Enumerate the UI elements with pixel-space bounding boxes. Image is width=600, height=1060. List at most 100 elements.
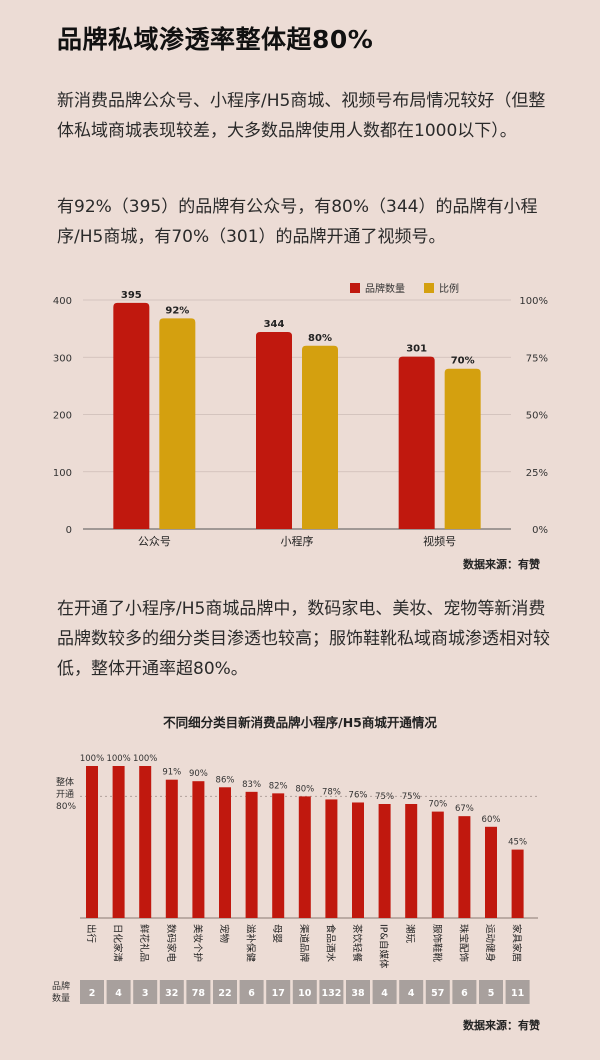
category-paragraph: 在开通了小程序/H5商城品牌中，数码家电、美妆、宠物等新消费品牌数较多的细分类目… [57, 599, 550, 679]
data-label: 344 [264, 319, 285, 330]
data-label: 100% [106, 754, 130, 764]
data-label: 90% [189, 769, 208, 779]
category-bar [298, 796, 311, 918]
brand-count-value: 57 [431, 988, 444, 999]
brand-count-box [266, 980, 291, 1004]
x-tick-label: IP&自媒体 [378, 924, 390, 969]
category-bar [511, 849, 524, 918]
legend-label: 品牌数量 [365, 282, 405, 295]
brand-count-box [425, 980, 450, 1004]
x-tick-label: 渠道品牌 [298, 924, 310, 963]
y-tick-label-left: 400 [53, 296, 72, 307]
x-tick-label: 食品酒水 [324, 924, 336, 963]
legend-swatch [350, 283, 360, 293]
category-bar [485, 826, 497, 918]
category-bar [165, 779, 178, 918]
brand-count-box [186, 980, 211, 1004]
brand-count-value: 3 [142, 988, 149, 999]
x-tick-label: 美妆个护 [191, 924, 203, 962]
bar-brand-count [398, 356, 435, 529]
legend-swatch [424, 283, 434, 293]
x-tick-label: 母婴 [271, 924, 282, 943]
y-tick-label-left: 200 [53, 411, 72, 422]
data-label: 100% [80, 754, 104, 764]
brand-count-box [505, 980, 530, 1004]
brand-count-box [452, 980, 477, 1004]
y-tick-label-right: 0% [532, 525, 548, 536]
category-bar [378, 804, 391, 918]
reference-label: 开通 [56, 789, 74, 800]
brand-count-box [346, 980, 370, 1004]
x-tick-label: 小程序 [281, 534, 314, 548]
y-tick-label-left: 0 [66, 525, 72, 536]
data-label: 45% [508, 838, 527, 848]
data-label: 76% [349, 790, 368, 800]
brand-count-value: 10 [298, 988, 312, 999]
brand-count-value: 132 [321, 988, 341, 999]
data-label: 80% [308, 333, 332, 344]
category-bar [352, 802, 364, 918]
chart-title: 不同细分类目新消费品牌小程序/H5商城开通情况 [163, 715, 437, 730]
data-label: 82% [269, 781, 288, 791]
y-tick-label-left: 100 [53, 468, 72, 479]
y-tick-label-right: 50% [526, 411, 548, 422]
category-bar [272, 793, 285, 918]
category-bar [86, 766, 98, 918]
brand-count-box [159, 980, 184, 1004]
data-label: 395 [121, 290, 142, 301]
y-tick-label-right: 75% [526, 353, 548, 364]
bar-brand-count [256, 332, 292, 529]
x-tick-label: 茶饮轻餐 [351, 924, 363, 963]
brand-count-value: 5 [488, 988, 495, 999]
brand-count-box [106, 980, 131, 1004]
bar-brand-count [113, 302, 150, 529]
data-label: 86% [216, 775, 235, 785]
x-tick-label: 鲜花礼品 [138, 924, 150, 962]
bar-ratio [159, 318, 196, 529]
data-label: 78% [322, 787, 341, 797]
bar-ratio [444, 368, 481, 529]
brand-count-box [80, 980, 104, 1004]
brand-count-label: 数量 [52, 992, 70, 1004]
x-tick-label: 视频号 [423, 534, 456, 548]
x-tick-label: 数码家电 [165, 924, 177, 963]
category-bar [458, 816, 471, 918]
reference-label: 80% [56, 802, 76, 812]
chart2-source: 数据来源：有赞 [463, 1019, 540, 1032]
y-tick-label-right: 100% [519, 296, 548, 307]
brand-count-value: 4 [381, 988, 388, 999]
data-label: 75% [375, 792, 394, 802]
y-tick-label-right: 25% [526, 468, 548, 479]
legend-label: 比例 [439, 282, 459, 295]
data-label: 301 [406, 344, 427, 355]
y-tick-label-left: 300 [53, 353, 72, 364]
brand-count-box [399, 980, 424, 1004]
brand-count-value: 6 [461, 988, 468, 999]
category-bar [431, 811, 444, 918]
intro-paragraph: 新消费品牌公众号、小程序/H5商城、视频号布局情况较好（但整体私域商城表现较差，… [57, 91, 546, 141]
x-tick-label: 滋补保健 [245, 924, 257, 963]
x-tick-label: 家具家居 [511, 924, 523, 962]
stats-paragraph: 有92%（395）的品牌有公众号，有80%（344）的品牌有小程序/H5商城，有… [57, 197, 538, 247]
data-label: 83% [242, 780, 261, 790]
data-label: 67% [455, 804, 474, 814]
page-title: 品牌私域渗透率整体超80% [57, 25, 374, 54]
data-label: 70% [451, 356, 475, 367]
bar-ratio [302, 345, 338, 529]
brand-count-box [372, 980, 397, 1004]
brand-count-box [213, 980, 237, 1004]
brand-count-value: 11 [511, 988, 524, 999]
data-label: 100% [133, 754, 157, 764]
brand-count-box [292, 980, 317, 1004]
brand-count-box [319, 980, 344, 1004]
x-tick-label: 珠宝配饰 [457, 924, 469, 962]
data-label: 60% [482, 815, 501, 825]
x-tick-label: 运动健身 [484, 924, 496, 962]
category-bar [112, 766, 125, 918]
x-tick-label: 出行 [85, 924, 97, 944]
brand-count-value: 2 [89, 988, 96, 999]
brand-count-box [239, 980, 264, 1004]
brand-count-value: 32 [165, 988, 178, 999]
brand-count-box [133, 980, 158, 1004]
